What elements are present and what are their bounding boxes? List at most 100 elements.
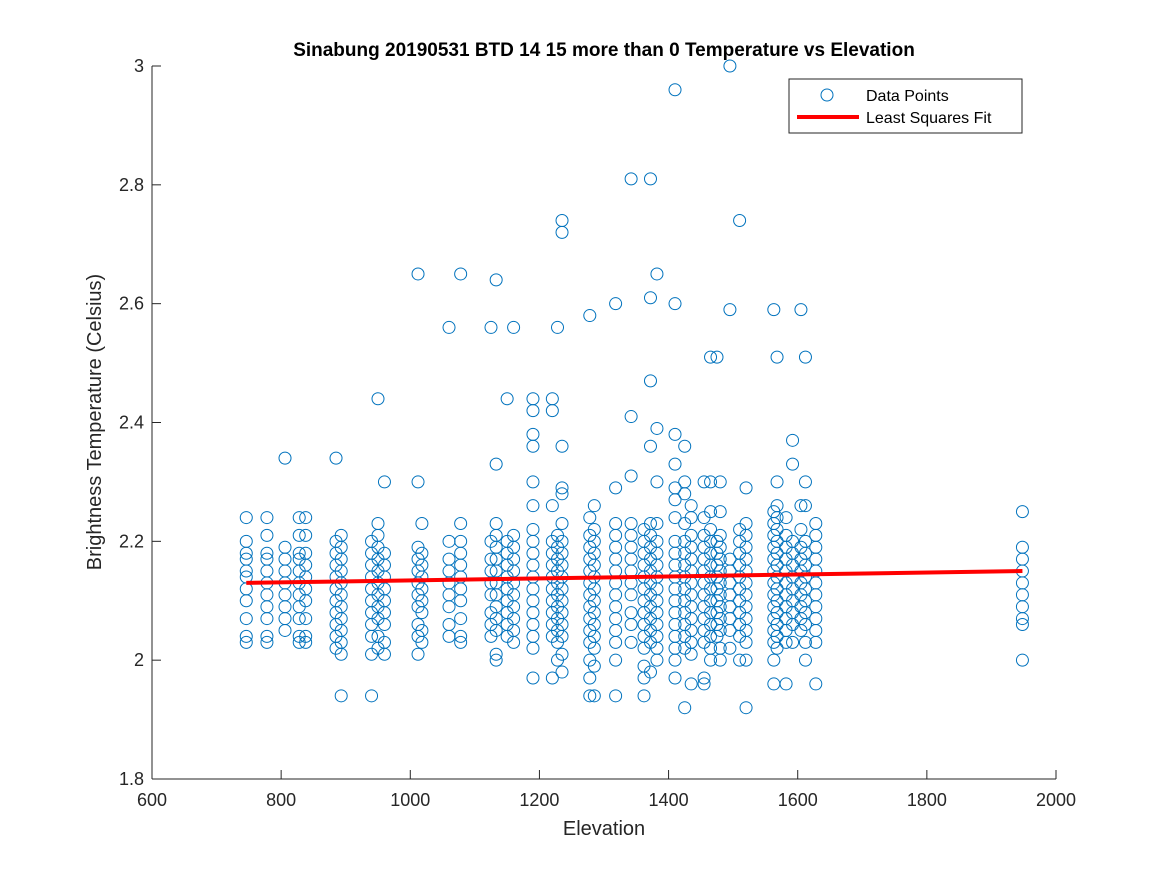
x-tick-label: 1200: [519, 790, 559, 810]
data-point: [299, 635, 313, 649]
data-point: [609, 481, 623, 495]
data-point: [415, 546, 429, 560]
data-point: [278, 540, 292, 554]
data-point: [551, 320, 565, 334]
data-point: [609, 689, 623, 703]
data-point: [713, 641, 727, 655]
data-point: [713, 528, 727, 542]
data-point: [684, 677, 698, 691]
data-point: [489, 517, 503, 531]
data-point: [798, 635, 812, 649]
data-point: [713, 505, 727, 519]
data-point: [239, 629, 253, 643]
data-point: [767, 303, 781, 317]
x-tick-label: 1800: [907, 790, 947, 810]
data-point: [786, 433, 800, 447]
data-point: [526, 522, 540, 536]
data-point: [624, 517, 638, 531]
data-point: [454, 517, 468, 531]
data-point: [587, 659, 601, 673]
data-point: [526, 671, 540, 685]
data-point: [260, 528, 274, 542]
data-point: [770, 499, 784, 513]
data-point: [239, 612, 253, 626]
data-point: [411, 475, 425, 489]
legend-box: [788, 78, 1023, 134]
data-point: [704, 522, 718, 536]
data-point: [1015, 505, 1029, 519]
x-tick-label: 1600: [778, 790, 818, 810]
data-point: [668, 534, 682, 548]
data-point: [583, 671, 597, 685]
data-point: [299, 511, 313, 525]
data-point: [624, 172, 638, 186]
data-point: [798, 475, 812, 489]
data-point: [668, 511, 682, 525]
data-point: [545, 671, 559, 685]
data-point: [507, 320, 521, 334]
data-point: [415, 517, 429, 531]
least-squares-fit-line: [246, 569, 1023, 585]
data-point: [678, 439, 692, 453]
data-point: [624, 635, 638, 649]
data-point: [239, 552, 253, 566]
data-point: [794, 522, 808, 536]
data-point: [526, 392, 540, 406]
data-point: [371, 392, 385, 406]
data-point: [668, 83, 682, 97]
data-point: [723, 59, 737, 73]
data-point: [809, 677, 823, 691]
data-point: [739, 517, 753, 531]
y-tick-label: 2.6: [119, 294, 144, 314]
data-point: [377, 475, 391, 489]
data-point: [454, 629, 468, 643]
y-tick-label: 2.2: [119, 531, 144, 551]
data-point: [643, 665, 657, 679]
data-point: [526, 475, 540, 489]
data-point: [526, 499, 540, 513]
data-point: [624, 606, 638, 620]
data-point: [723, 641, 737, 655]
data-point: [650, 534, 664, 548]
data-point: [299, 528, 313, 542]
data-point: [329, 451, 343, 465]
data-point: [798, 499, 812, 513]
data-point: [377, 635, 391, 649]
data-point: [668, 481, 682, 495]
legend-marker-data-points: [820, 88, 834, 102]
x-tick-label: 600: [137, 790, 167, 810]
data-point: [292, 546, 306, 560]
legend-label-data-points: Data Points: [866, 88, 949, 105]
data-point: [739, 653, 753, 667]
y-tick-label: 3: [134, 56, 144, 76]
data-point: [260, 629, 274, 643]
data-point: [371, 517, 385, 531]
data-point: [454, 612, 468, 626]
data-point: [723, 552, 737, 566]
data-point: [239, 511, 253, 525]
data-point: [684, 528, 698, 542]
x-tick-label: 1000: [390, 790, 430, 810]
legend: Data Points Least Squares Fit: [788, 78, 1023, 134]
data-point: [779, 511, 793, 525]
data-point: [684, 499, 698, 513]
data-point: [411, 647, 425, 661]
data-point: [278, 451, 292, 465]
data-point: [454, 267, 468, 281]
data-point: [609, 297, 623, 311]
data-point: [779, 677, 793, 691]
data-point: [704, 475, 718, 489]
data-point: [489, 647, 503, 661]
data-point: [786, 457, 800, 471]
data-point: [733, 213, 747, 227]
data-point: [507, 528, 521, 542]
data-point: [643, 172, 657, 186]
data-point: [365, 689, 379, 703]
data-point: [697, 475, 711, 489]
data-point: [624, 469, 638, 483]
data-point: [454, 635, 468, 649]
data-point: [484, 552, 498, 566]
data-point: [500, 392, 514, 406]
data-point: [377, 546, 391, 560]
